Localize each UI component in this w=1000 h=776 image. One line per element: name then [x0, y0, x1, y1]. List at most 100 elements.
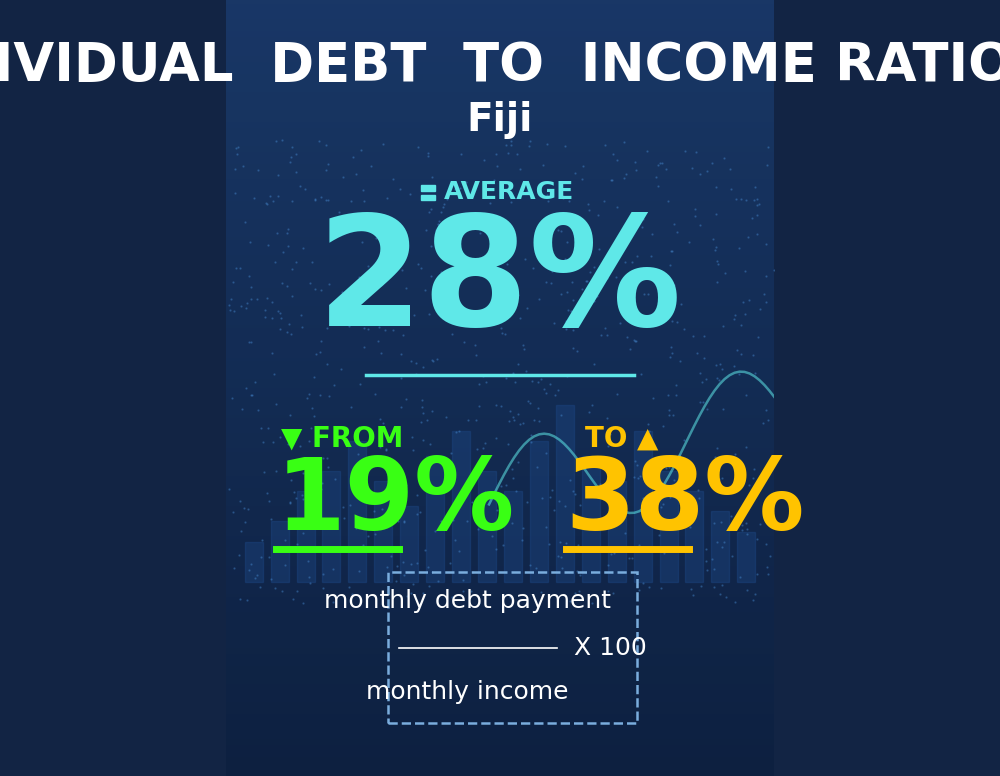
Point: [532, 229, 548, 241]
Point: [378, 444, 394, 456]
Point: [609, 154, 625, 167]
Point: [626, 471, 642, 483]
Point: [363, 159, 379, 171]
Point: [533, 585, 549, 598]
Point: [714, 579, 730, 591]
Point: [377, 324, 393, 337]
Point: [510, 407, 526, 420]
Point: [293, 309, 309, 321]
Point: [227, 186, 243, 199]
Point: [528, 562, 544, 574]
Point: [254, 533, 270, 546]
Point: [372, 436, 388, 449]
Point: [570, 248, 586, 261]
Point: [652, 156, 668, 168]
Point: [243, 336, 259, 348]
Point: [584, 597, 600, 609]
Point: [267, 582, 283, 594]
Point: [412, 506, 428, 518]
Point: [740, 231, 756, 244]
Point: [368, 231, 384, 244]
Point: [547, 389, 563, 401]
Point: [431, 281, 447, 293]
Point: [661, 408, 677, 421]
Point: [760, 414, 776, 426]
Point: [501, 414, 517, 427]
Point: [673, 298, 689, 310]
Point: [234, 403, 250, 415]
Point: [408, 368, 424, 380]
Point: [685, 330, 701, 342]
Point: [379, 561, 395, 573]
Point: [334, 286, 350, 298]
Point: [392, 182, 408, 195]
Point: [544, 265, 560, 277]
Point: [708, 241, 724, 253]
Point: [505, 367, 521, 379]
Point: [433, 514, 449, 527]
Point: [733, 193, 749, 206]
Point: [747, 367, 763, 379]
Point: [468, 414, 484, 427]
Point: [239, 296, 255, 309]
Point: [396, 569, 412, 581]
Point: [232, 495, 248, 508]
Point: [260, 422, 276, 435]
Point: [660, 389, 676, 401]
Point: [295, 493, 311, 505]
Point: [472, 227, 488, 239]
Point: [627, 455, 643, 467]
Point: [394, 265, 410, 277]
Point: [640, 418, 656, 431]
Point: [307, 474, 323, 487]
Point: [629, 459, 645, 471]
Point: [247, 572, 263, 584]
Point: [493, 180, 509, 192]
Point: [475, 442, 491, 455]
Point: [277, 559, 293, 572]
Point: [570, 539, 586, 552]
Point: [564, 213, 580, 226]
Point: [550, 549, 566, 562]
Point: [319, 452, 335, 464]
Point: [631, 584, 647, 596]
Point: [593, 329, 609, 341]
Point: [758, 404, 774, 417]
Point: [661, 404, 677, 417]
Point: [422, 438, 438, 450]
Point: [617, 526, 633, 539]
Point: [429, 353, 445, 365]
Bar: [452, 431, 470, 582]
Point: [313, 335, 329, 348]
Point: [375, 417, 391, 429]
Point: [419, 414, 435, 426]
Point: [569, 565, 585, 577]
Point: [683, 506, 699, 518]
Point: [228, 262, 244, 274]
Point: [489, 160, 505, 172]
Point: [238, 302, 254, 314]
Point: [493, 400, 509, 412]
Point: [389, 559, 405, 572]
Point: [239, 594, 255, 606]
Point: [566, 228, 582, 241]
Point: [312, 389, 328, 401]
Point: [406, 309, 422, 321]
Point: [669, 316, 685, 328]
Point: [557, 253, 573, 265]
Point: [710, 258, 726, 271]
Point: [626, 334, 642, 346]
Point: [705, 233, 721, 245]
Point: [539, 137, 555, 150]
Point: [508, 484, 524, 497]
Point: [704, 553, 720, 565]
Point: [321, 278, 337, 290]
Point: [723, 182, 739, 195]
Point: [354, 282, 370, 295]
Point: [682, 521, 698, 533]
Point: [507, 376, 523, 388]
Point: [237, 516, 253, 528]
Point: [541, 538, 557, 550]
Point: [690, 484, 706, 497]
Point: [279, 326, 295, 338]
